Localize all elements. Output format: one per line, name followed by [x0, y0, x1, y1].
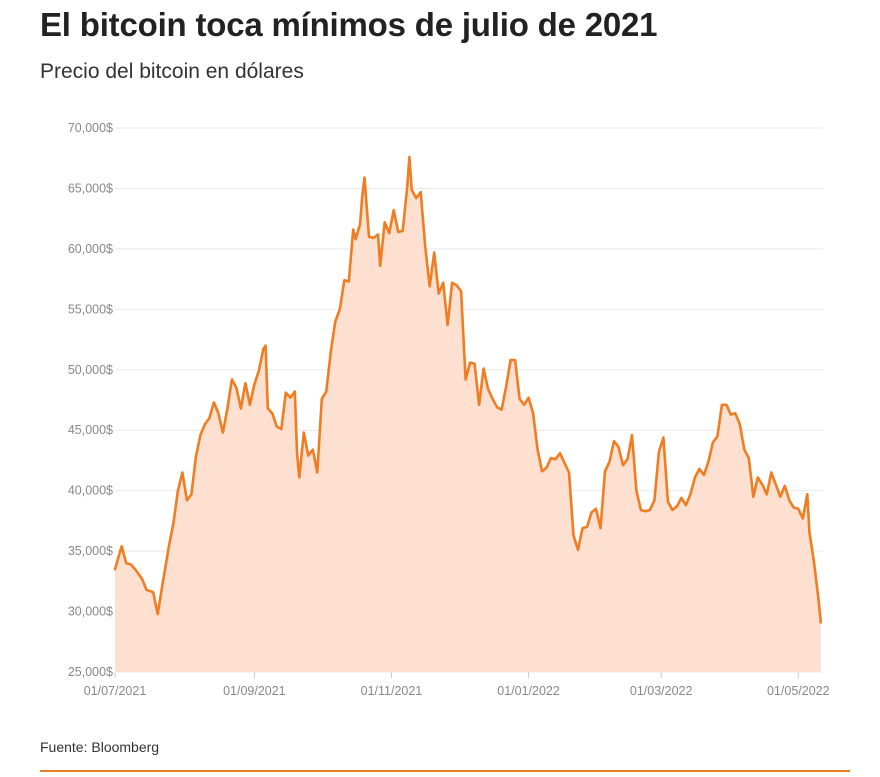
x-tick-label: 01/03/2022 [630, 684, 693, 698]
y-tick-label: 60,000$ [68, 242, 113, 256]
y-tick-label: 55,000$ [68, 302, 113, 316]
x-tick-label: 01/01/2022 [497, 684, 560, 698]
price-line [113, 155, 823, 624]
footer-rule [40, 770, 850, 772]
price-chart: 25,000$ 30,000$ 35,000$ 40,000$ 45,000$ 50,00… [68, 121, 830, 698]
plot-area [113, 155, 823, 672]
y-tick-label: 30,000$ [68, 605, 113, 619]
chart-title: El bitcoin toca mínimos de julio de 2021 [40, 6, 658, 43]
chart-subtitle: Precio del bitcoin en dólares [40, 60, 304, 83]
price-area [115, 157, 821, 672]
y-tick-label: 50,000$ [68, 363, 113, 377]
y-tick-label: 70,000$ [68, 121, 113, 135]
x-tick-label: 01/09/2021 [223, 684, 286, 698]
x-axis: 01/07/2021 01/09/2021 01/11/2021 01/01/2022… [84, 672, 830, 698]
y-tick-label: 35,000$ [68, 544, 113, 558]
y-tick-label: 40,000$ [68, 484, 113, 498]
y-axis: 25,000$ 30,000$ 35,000$ 40,000$ 45,000$ 50,00… [68, 121, 113, 679]
x-tick-label: 01/11/2021 [361, 684, 423, 698]
x-tick-label: 01/07/2021 [84, 684, 147, 698]
x-tick-label: 01/05/2022 [767, 684, 830, 698]
y-tick-label: 25,000$ [68, 665, 113, 679]
source-note: Fuente: Bloomberg [40, 739, 160, 755]
y-tick-label: 65,000$ [68, 181, 113, 195]
y-tick-label: 45,000$ [68, 423, 113, 437]
